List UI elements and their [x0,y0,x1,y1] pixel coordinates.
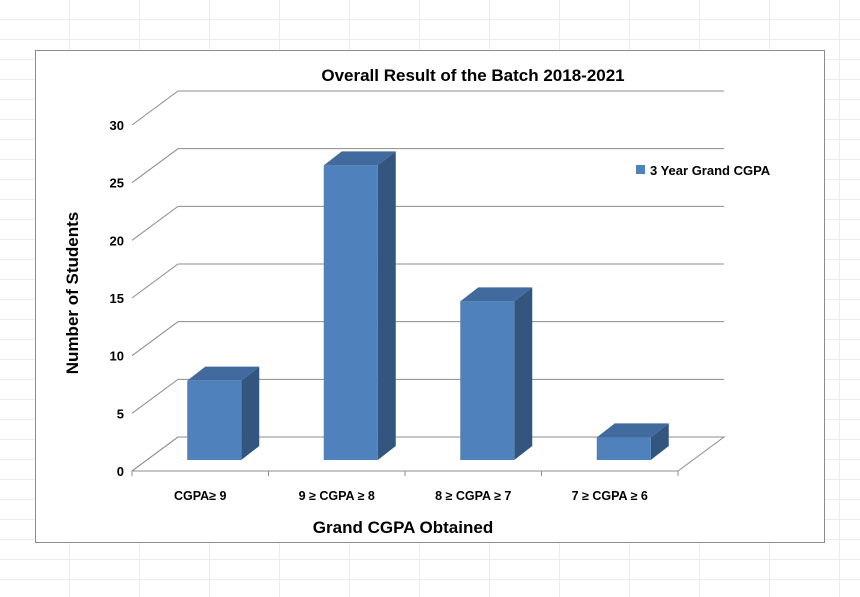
legend-swatch [636,165,645,174]
bar [596,437,651,460]
category-label: CGPA≥ 9 [174,489,227,503]
bar [323,165,378,460]
gridline [131,90,724,126]
gridlines [131,90,724,472]
y-axis-label: Number of Students [63,212,82,374]
category-label: 9 ≥ CGPA ≥ 8 [299,489,375,503]
bar-top [323,151,396,166]
category-labels: CGPA≥ 9 9 ≥ CGPA ≥ 8 8 ≥ CGPA ≥ 7 7 ≥ CGPA … [174,489,648,503]
chart-title: Overall Result of the Batch 2018-2021 [321,66,624,85]
bar-side [241,366,260,460]
gridline [131,148,724,184]
bar-top [460,287,533,302]
bar-top [187,366,260,381]
y-tick-label: 30 [110,118,124,133]
y-tick-label: 15 [110,291,124,306]
legend: 3 Year Grand CGPA [636,163,771,178]
gridline [131,205,724,241]
y-tick-label: 5 [117,406,124,421]
bar-side [377,151,396,460]
bar-side [514,287,533,460]
x-axis-label: Grand CGPA Obtained [313,518,493,537]
gridline [131,263,724,299]
bars [187,151,669,460]
bar-side [650,423,669,460]
chart-frame: 0 5 10 15 20 25 30 CGPA≥ 9 9 ≥ CGPA ≥ 8 8 ≥ CGPA… [35,50,825,543]
category-label: 7 ≥ CGPA ≥ 6 [572,489,648,503]
bar-top [596,423,669,438]
y-tick-label: 0 [117,464,124,479]
category-label: 8 ≥ CGPA ≥ 7 [435,489,511,503]
gridline [131,436,724,472]
bar [187,380,242,460]
bar [460,301,515,460]
y-tick-labels: 0 5 10 15 20 25 30 [110,118,124,479]
legend-label: 3 Year Grand CGPA [650,163,771,178]
gridline [131,321,724,357]
y-tick-label: 10 [110,349,124,364]
y-tick-label: 25 [110,176,124,191]
gridline [131,378,724,414]
bar-chart: 0 5 10 15 20 25 30 CGPA≥ 9 9 ≥ CGPA ≥ 8 8 ≥ CGPA… [63,66,771,537]
y-tick-label: 20 [110,233,124,248]
